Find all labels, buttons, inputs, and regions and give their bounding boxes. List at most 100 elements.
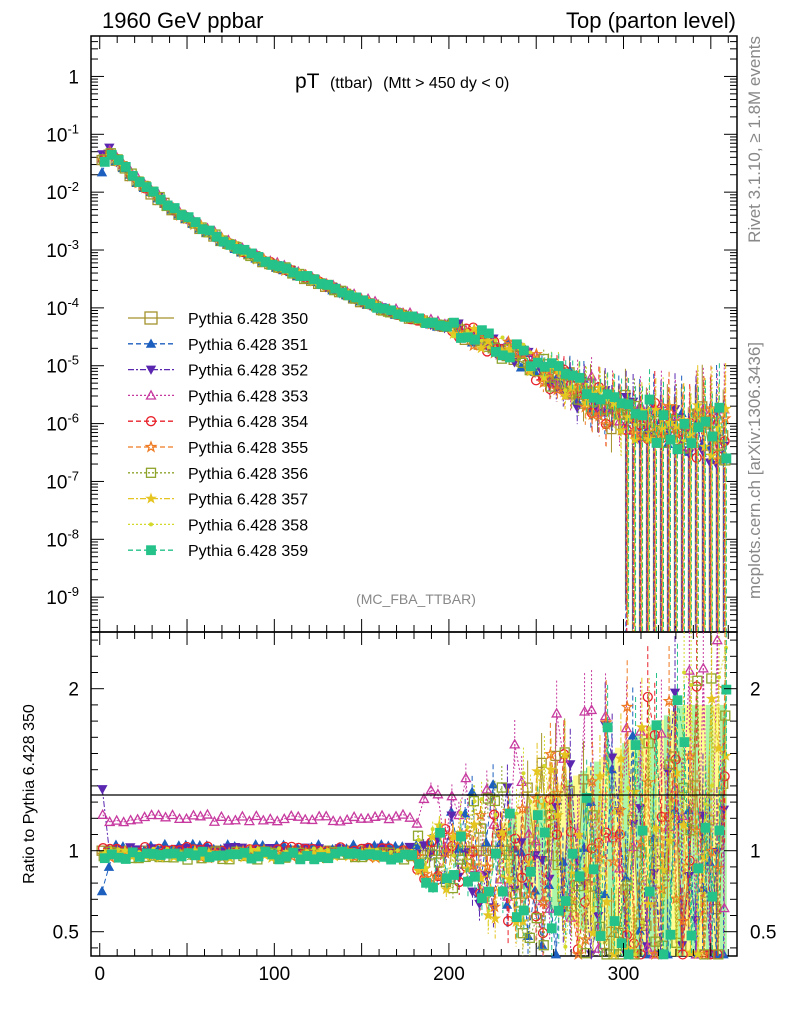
ratio-y-tick-label: 0.5	[53, 923, 79, 944]
ratio-line	[689, 755, 698, 831]
ratio-line	[717, 688, 726, 869]
point-marker	[222, 814, 235, 825]
x-tick-label: 300	[608, 964, 640, 985]
ratio-line	[654, 888, 663, 955]
point-marker	[362, 812, 374, 823]
ratio-line	[585, 869, 594, 933]
legend-label: Pythia 6.428 351	[188, 337, 308, 354]
ratio-line	[494, 832, 503, 919]
ratio-data-points	[96, 632, 732, 960]
ratio-line	[256, 815, 264, 821]
point-marker	[425, 784, 437, 795]
plot-title-sub1: (ttbar)	[330, 75, 373, 92]
ratio-line	[430, 789, 439, 795]
ratio-line	[704, 827, 713, 897]
ratio-line	[655, 828, 664, 870]
series-line	[632, 401, 641, 441]
ratio-line	[311, 815, 320, 821]
ratio-line	[640, 696, 649, 955]
ratio-line	[418, 839, 427, 868]
ratio-line	[502, 875, 510, 883]
point-marker	[536, 895, 550, 908]
ratio-line	[669, 700, 678, 935]
series-line	[520, 352, 529, 368]
ratio-line	[542, 799, 551, 934]
ratio-line	[200, 813, 208, 817]
ratio-line	[432, 832, 441, 888]
ratio-line	[613, 794, 622, 813]
plot-title-main: pT	[295, 70, 320, 93]
ratio-line	[495, 853, 504, 892]
ratio-line	[557, 754, 566, 816]
main-y-axis: 10-9 10-8 10-7 10-6 10-5 10-4 10-3 10-2 10-1 1	[46, 35, 737, 632]
ratio-line	[530, 815, 539, 872]
point-marker	[578, 932, 592, 946]
point-marker	[585, 407, 599, 421]
point-marker	[299, 813, 311, 824]
ratio-line	[634, 727, 643, 792]
ratio-line	[193, 814, 201, 817]
point-marker	[145, 492, 157, 504]
ratio-line	[451, 815, 460, 877]
ratio-line	[635, 745, 644, 831]
ratio-line	[536, 765, 545, 798]
ratio-line	[381, 815, 390, 820]
ratio-y-tick-label-right: 1	[750, 842, 761, 863]
point-marker	[104, 816, 116, 827]
ratio-line	[628, 745, 637, 955]
ratio-line	[515, 773, 524, 814]
ratio-line	[579, 797, 588, 877]
ratio-series-359	[99, 632, 732, 960]
ratio-line	[298, 816, 306, 820]
ratio-line	[578, 891, 587, 947]
ratio-line	[432, 824, 440, 830]
ratio-line	[718, 647, 727, 678]
series-line	[676, 423, 685, 450]
ratio-line	[109, 820, 117, 823]
legend-label: Pythia 6.428 356	[188, 466, 308, 483]
point-marker	[144, 311, 158, 325]
ratio-line	[346, 816, 355, 821]
ratio-line	[221, 816, 229, 821]
ratio-line	[551, 910, 560, 929]
ratio-line	[409, 817, 418, 824]
ratio-line	[509, 813, 517, 882]
series-line	[473, 328, 482, 349]
point-marker	[278, 813, 290, 824]
ratio-line	[514, 838, 523, 878]
ratio-line	[453, 836, 462, 876]
ratio-line	[186, 846, 194, 850]
ratio-line	[278, 847, 287, 853]
point-marker	[236, 810, 248, 821]
point-marker	[432, 788, 444, 799]
ratio-line	[626, 706, 635, 955]
point-marker	[426, 849, 438, 860]
ratio-line	[682, 755, 691, 922]
ratio-line	[592, 875, 601, 911]
point-marker	[711, 861, 725, 874]
rivet-label: Rivet 3.1.10, ≥ 1.8M events	[745, 36, 764, 243]
point-marker	[721, 684, 732, 695]
ratio-line	[520, 842, 529, 887]
ratio-line	[530, 797, 538, 803]
point-marker	[530, 835, 542, 846]
series-line	[613, 405, 622, 432]
ratio-line	[444, 828, 453, 847]
ratio-line	[683, 824, 692, 953]
ratio-line	[458, 866, 467, 883]
point-marker	[390, 810, 402, 821]
point-marker	[292, 810, 304, 821]
point-marker	[509, 738, 521, 749]
ratio-line	[529, 917, 538, 939]
point-marker	[460, 772, 472, 783]
x-axis: 0 100 200 300	[94, 632, 729, 985]
point-marker	[215, 810, 228, 821]
ratio-line	[521, 781, 530, 834]
ratio-line	[648, 728, 657, 882]
ratio-line	[576, 860, 585, 884]
point-marker	[369, 810, 381, 821]
point-marker	[166, 809, 179, 820]
ratio-line	[116, 820, 124, 823]
ratio-line	[690, 684, 699, 955]
point-marker	[606, 854, 620, 868]
